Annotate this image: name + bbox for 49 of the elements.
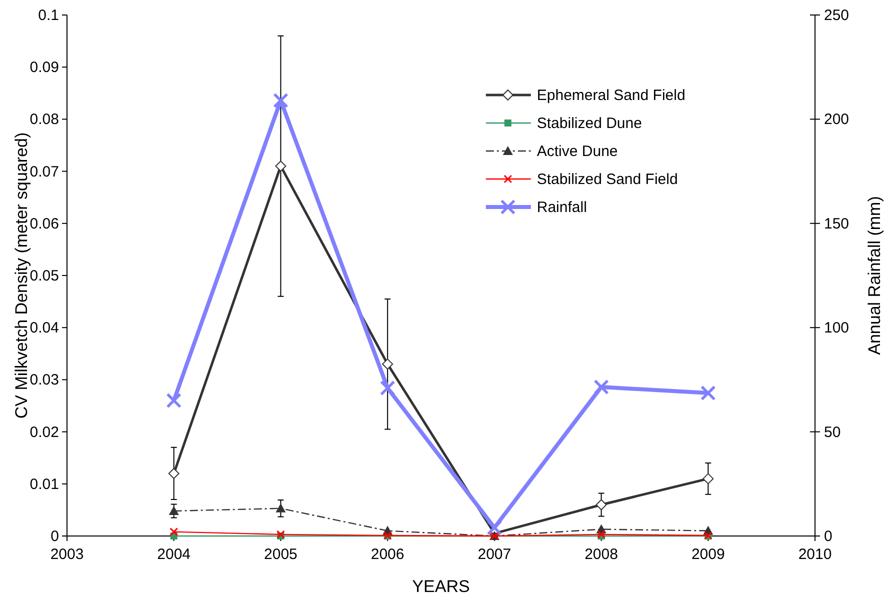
x-tick-label: 2010 [798, 546, 832, 563]
x-axis-title: YEARS [412, 577, 470, 596]
x-tick-label: 2007 [478, 546, 512, 563]
point [594, 379, 609, 395]
y-axis-title: CV Milkvetch Density (meter squared) [12, 132, 31, 419]
y2-tick-label: 200 [824, 111, 850, 128]
y2-tick-label: 250 [824, 7, 850, 24]
point [168, 506, 179, 515]
y-tick-label: 0.05 [30, 268, 59, 284]
legend-label: Active Dune [536, 143, 618, 160]
y-tick-label: 0.09 [30, 59, 59, 76]
point [380, 380, 396, 396]
y-tick-label: 0.01 [30, 476, 59, 493]
point [702, 473, 714, 484]
y2-tick-label: 150 [824, 215, 850, 232]
x-tick-label: 2009 [691, 546, 725, 563]
point [276, 503, 286, 512]
legend-label: Ephemeral Sand Field [536, 87, 686, 104]
point [700, 385, 716, 401]
point [168, 468, 180, 479]
point [382, 358, 394, 370]
y-tick-label: 0.08 [30, 111, 59, 128]
y-tick-label: 0.1 [38, 7, 59, 24]
x-tick-label: 2005 [264, 546, 298, 563]
x-tick-label: 2008 [584, 546, 618, 563]
point [275, 160, 286, 172]
x-tick-label: 2003 [50, 546, 84, 563]
point [486, 520, 502, 536]
y2-tick-label: 50 [824, 424, 841, 441]
y2-tick-label: 0 [824, 528, 832, 545]
y-tick-label: 0.07 [30, 163, 59, 180]
legend-label: Rainfall [536, 199, 587, 216]
point [273, 92, 288, 108]
y2-axis-title: Annual Rainfall (mm) [865, 196, 884, 355]
legend-label: Stabilized Dune [536, 115, 642, 132]
y2-tick-label: 100 [824, 320, 850, 337]
y-tick-label: 0.03 [30, 372, 59, 389]
legend-label: Stabilized Sand Field [536, 171, 678, 188]
y-tick-label: 0.04 [30, 320, 59, 337]
point [597, 530, 606, 539]
point [166, 392, 182, 408]
y-tick-label: 0.02 [30, 424, 59, 441]
x-tick-label: 2004 [157, 546, 191, 563]
x-tick-label: 2006 [370, 546, 404, 563]
point [596, 499, 607, 510]
y-tick-label: 0 [50, 528, 59, 545]
y-tick-label: 0.06 [30, 215, 59, 232]
point [276, 530, 285, 539]
point [170, 528, 178, 536]
